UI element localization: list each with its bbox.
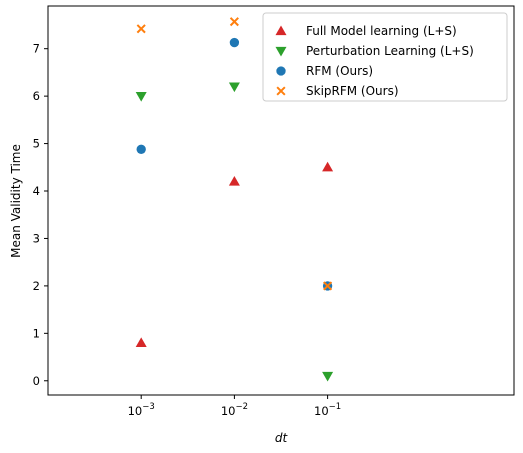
y-tick-label: 6 [33,89,40,103]
data-point [136,144,146,154]
y-axis-label: Mean Validity Time [9,144,23,258]
legend-label: Full Model learning (L+S) [306,24,457,38]
legend-box [262,12,508,102]
y-tick-label: 4 [33,184,40,198]
data-point [323,281,333,291]
data-point [322,161,334,172]
data-point [135,337,147,347]
y-tick-label: 3 [33,231,40,245]
y-tick-label: 5 [33,137,40,151]
data-point [322,371,334,382]
x-tick-label: 10−3 [128,402,155,418]
y-tick-label: 0 [33,374,40,388]
x-axis-ticks: 10−3 10−2 10−1 [128,395,341,418]
y-tick-label: 2 [33,279,40,293]
legend-label: Perturbation Learning (L+S) [306,44,474,58]
data-point [136,24,146,34]
y-axis-ticks: 0 1 2 3 4 5 6 7 [33,42,48,388]
data-point [228,82,240,93]
legend-marker [276,86,286,96]
data-point [229,17,239,27]
data-point [228,176,240,186]
x-tick-label: 10−1 [314,402,341,418]
x-axis-label: dt [275,431,289,445]
legend-marker [275,46,287,57]
data-point [229,37,240,48]
y-tick-label: 7 [33,42,40,56]
legend-entries: Full Model learning (L+S) Perturbation Le… [275,24,474,98]
legend-label: RFM (Ours) [306,64,373,78]
legend-marker [275,25,287,36]
legend-label: SkipRFM (Ours) [306,84,399,98]
y-tick-label: 1 [33,326,40,340]
x-tick-label: 10−2 [221,402,248,418]
data-points [135,17,334,382]
legend-marker [276,66,286,76]
legend: Full Model learning (L+S) Perturbation Le… [262,12,508,102]
data-point [135,92,147,102]
